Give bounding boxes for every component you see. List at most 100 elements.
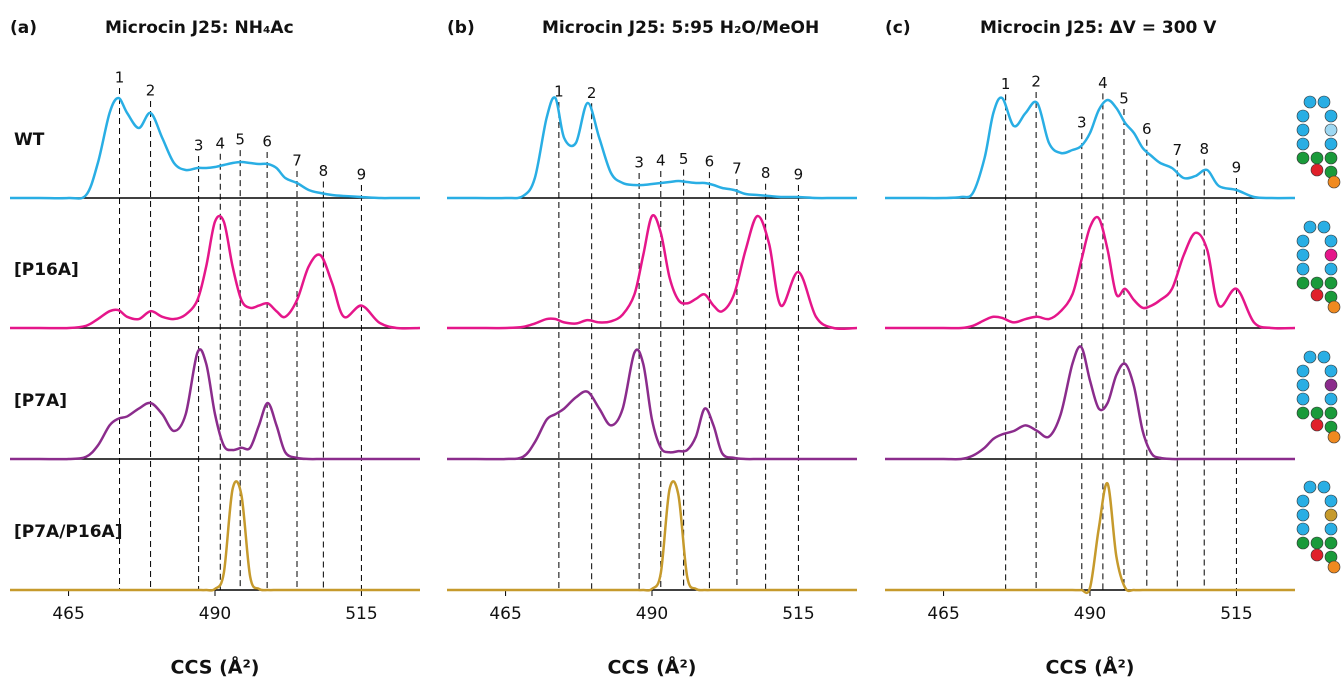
peak-label: 2 — [146, 82, 156, 100]
residue — [1310, 548, 1324, 562]
peak-label: 5 — [679, 150, 689, 168]
panel-label: (c) — [885, 18, 911, 38]
peak-label: 8 — [761, 164, 771, 182]
x-tick-label: 465 — [52, 604, 84, 624]
x-tick-label: 515 — [782, 604, 814, 624]
peak-label: 9 — [794, 166, 804, 184]
peak-label: 3 — [1077, 114, 1087, 132]
residue — [1296, 276, 1310, 290]
residue — [1324, 276, 1338, 290]
residue — [1324, 364, 1338, 378]
residue — [1303, 220, 1317, 234]
residue — [1324, 262, 1338, 276]
residue — [1324, 151, 1338, 165]
trace — [446, 96, 857, 200]
trace — [885, 345, 1295, 461]
x-tick-label: 465 — [489, 604, 521, 624]
row-label: WT — [14, 130, 45, 150]
trace — [447, 480, 857, 592]
trace — [885, 215, 1296, 330]
residue — [1310, 418, 1324, 432]
panel-title: Microcin J25: 5:95 H₂O/MeOH — [542, 18, 819, 38]
trace — [10, 348, 420, 461]
residue — [1296, 234, 1310, 248]
residue — [1296, 406, 1310, 420]
trace — [9, 96, 420, 200]
residue — [1324, 522, 1338, 536]
residue — [1296, 494, 1310, 508]
residue — [1296, 262, 1310, 276]
row-label: [P16A] — [14, 260, 79, 280]
peak-label: 6 — [262, 133, 272, 151]
peak-label: 9 — [357, 166, 367, 184]
residue — [1317, 350, 1331, 364]
residue — [1317, 95, 1331, 109]
peak-label: 3 — [194, 137, 204, 155]
x-tick-label: 490 — [1074, 604, 1106, 624]
residue — [1324, 109, 1338, 123]
residue — [1296, 364, 1310, 378]
peak-label: 6 — [705, 153, 715, 171]
residue — [1324, 123, 1338, 137]
peak-label: 4 — [1098, 74, 1108, 92]
trace — [10, 480, 420, 592]
peak-label: 7 — [1172, 141, 1182, 159]
peak-label: 9 — [1232, 159, 1242, 177]
residue — [1327, 430, 1341, 444]
residue — [1310, 163, 1324, 177]
residue — [1317, 480, 1331, 494]
residue — [1296, 378, 1310, 392]
residue — [1324, 378, 1338, 392]
x-tick-label: 515 — [345, 604, 377, 624]
residue — [1324, 137, 1338, 151]
peak-label: 8 — [1199, 140, 1209, 158]
x-tick-label: 490 — [636, 604, 668, 624]
residue — [1327, 560, 1341, 574]
residue — [1324, 248, 1338, 262]
panel-label: (b) — [447, 18, 475, 38]
residue — [1296, 151, 1310, 165]
residue — [1310, 536, 1324, 550]
residue — [1296, 508, 1310, 522]
panel-title: Microcin J25: ΔV = 300 V — [980, 18, 1217, 38]
peak-label: 2 — [1031, 73, 1041, 91]
residue — [1296, 522, 1310, 536]
row-label: [P7A] — [14, 391, 67, 411]
trace — [885, 482, 1295, 595]
x-axis-label: CCS (Å²) — [1046, 655, 1135, 679]
residue — [1324, 508, 1338, 522]
x-tick-label: 465 — [927, 604, 959, 624]
x-axis-label: CCS (Å²) — [608, 655, 697, 679]
trace — [447, 348, 857, 461]
peak-label: 5 — [1119, 90, 1129, 108]
residue — [1324, 234, 1338, 248]
peak-label: 1 — [1001, 75, 1011, 93]
residue — [1324, 536, 1338, 550]
residue — [1303, 480, 1317, 494]
x-tick-label: 515 — [1220, 604, 1252, 624]
residue — [1296, 137, 1310, 151]
panel-label: (a) — [10, 18, 37, 38]
residue — [1303, 350, 1317, 364]
residue — [1327, 300, 1341, 314]
peak-label: 8 — [319, 162, 329, 180]
residue — [1324, 392, 1338, 406]
trace — [447, 213, 858, 331]
trace — [10, 214, 421, 330]
residue — [1310, 288, 1324, 302]
residue — [1317, 220, 1331, 234]
peak-label: 1 — [554, 83, 564, 101]
residue — [1296, 248, 1310, 262]
peak-label: 5 — [235, 131, 245, 149]
residue — [1310, 406, 1324, 420]
residue — [1296, 109, 1310, 123]
peak-label: 4 — [656, 152, 666, 170]
x-axis-label: CCS (Å²) — [171, 655, 260, 679]
row-label: [P7A/P16A] — [14, 522, 122, 542]
peak-label: 6 — [1142, 120, 1152, 138]
peak-label: 1 — [115, 69, 125, 87]
trace — [884, 96, 1296, 200]
panel-title: Microcin J25: NH₄Ac — [105, 18, 294, 38]
peak-label: 3 — [634, 154, 644, 172]
